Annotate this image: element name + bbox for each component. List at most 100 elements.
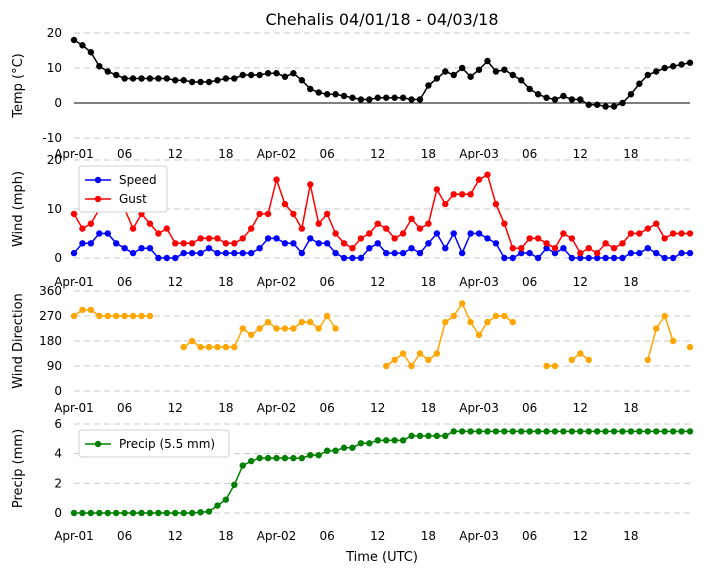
x-tick-label: 06 — [117, 529, 132, 543]
data-point — [408, 245, 415, 252]
data-point — [644, 225, 652, 232]
data-point — [239, 325, 246, 332]
data-point — [399, 230, 407, 237]
y-tick-label: 270 — [39, 309, 62, 323]
data-point — [593, 428, 601, 435]
data-point — [264, 235, 272, 242]
data-point — [264, 454, 272, 462]
data-point — [87, 509, 95, 517]
data-point — [585, 245, 592, 252]
data-point — [653, 220, 660, 227]
data-point — [399, 249, 407, 257]
data-point — [678, 61, 685, 68]
data-point — [433, 75, 441, 82]
data-point — [585, 254, 592, 262]
data-point — [205, 78, 213, 86]
data-point — [366, 230, 373, 237]
data-point — [644, 356, 652, 364]
data-point — [197, 249, 204, 257]
data-point — [70, 509, 78, 517]
data-point — [323, 312, 331, 320]
data-point — [391, 437, 398, 444]
y-tick-label: 4 — [54, 447, 62, 461]
data-point — [568, 96, 576, 103]
data-point — [560, 230, 567, 237]
data-point — [619, 99, 626, 107]
data-point — [518, 428, 525, 435]
legend-box — [78, 165, 168, 213]
y-tick-label: 0 — [54, 251, 62, 265]
data-point — [661, 428, 668, 435]
data-point — [433, 230, 441, 237]
data-point — [458, 428, 466, 435]
x-tick-label: 12 — [370, 401, 385, 415]
x-tick-label: 18 — [421, 401, 436, 415]
x-tick-label: 12 — [168, 401, 183, 415]
data-point — [197, 509, 204, 516]
data-point — [332, 230, 339, 237]
x-tick-label: Apr-01 — [54, 275, 94, 289]
data-point — [256, 245, 263, 252]
data-point — [205, 343, 213, 351]
data-point — [264, 318, 272, 326]
data-point — [340, 240, 348, 247]
data-point — [349, 254, 356, 262]
data-point — [340, 444, 348, 451]
data-point — [425, 82, 432, 89]
data-point — [408, 432, 415, 440]
data-point — [298, 249, 306, 257]
data-point — [197, 343, 204, 351]
data-point — [298, 77, 306, 84]
data-point — [653, 325, 660, 332]
data-point — [560, 92, 567, 100]
data-point — [543, 240, 550, 247]
data-point — [273, 454, 280, 462]
data-point — [619, 240, 626, 247]
data-point — [475, 176, 483, 183]
data-point — [416, 96, 424, 103]
data-point — [416, 432, 424, 440]
panel-precip: 0 2 4 6 Precip (mm) Apr-01 06 12 18 Apr-02 06 12 18 A… — [11, 417, 694, 543]
data-point — [458, 64, 466, 72]
data-point — [146, 312, 154, 320]
data-point — [678, 428, 685, 435]
data-point — [290, 210, 297, 218]
data-point — [96, 509, 103, 517]
data-point — [543, 428, 550, 435]
data-point — [585, 428, 592, 435]
x-tick-label: 18 — [218, 147, 233, 161]
data-point — [121, 245, 128, 252]
x-tick-label: 06 — [320, 147, 335, 161]
data-point — [669, 337, 677, 345]
x-tick-label: Apr-02 — [257, 529, 297, 543]
data-point — [315, 220, 322, 227]
data-point — [197, 235, 204, 242]
data-point — [307, 235, 314, 242]
data-point — [180, 240, 187, 247]
data-point — [357, 254, 365, 262]
data-point — [551, 249, 559, 257]
data-point — [146, 220, 154, 227]
y-tick-label: 20 — [47, 153, 62, 167]
data-point — [264, 210, 272, 218]
data-point — [602, 240, 609, 247]
y-tick-label: 0 — [54, 506, 62, 520]
data-point — [155, 230, 162, 237]
data-point — [357, 96, 365, 103]
legend-box — [78, 429, 230, 458]
x-tick-label: 12 — [573, 275, 588, 289]
y-axis-label: Temp (°C) — [11, 53, 26, 119]
data-point — [366, 440, 373, 447]
data-point — [467, 191, 474, 198]
data-point — [610, 103, 618, 110]
data-point — [636, 230, 643, 237]
data-point — [163, 225, 171, 232]
x-tick-label: Apr-03 — [459, 147, 499, 161]
y-axis-label: Wind (mph) — [11, 171, 26, 247]
data-point — [509, 428, 516, 435]
panel-temp: -10 0 10 20 Temp (°C) Apr-01 06 12 18 Apr-02 06 12 1… — [11, 26, 694, 161]
data-point — [138, 245, 145, 252]
data-point — [458, 249, 466, 257]
data-point — [172, 77, 179, 84]
data-point — [104, 312, 111, 320]
